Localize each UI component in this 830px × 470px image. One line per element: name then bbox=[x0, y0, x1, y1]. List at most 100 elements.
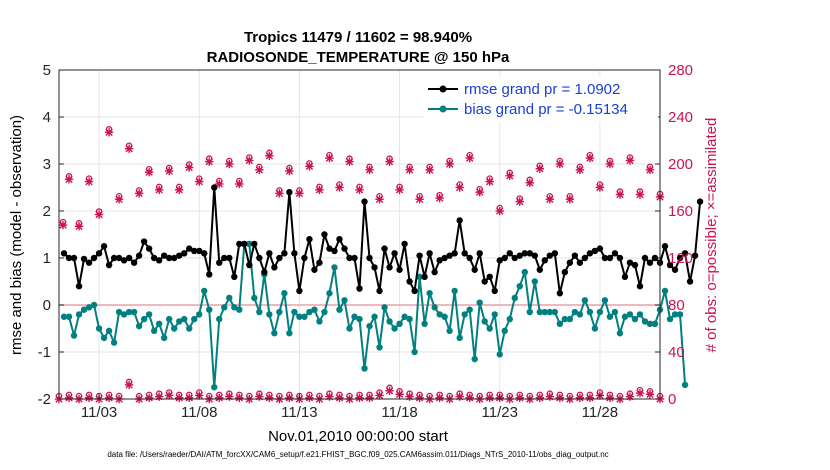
rmse-point bbox=[456, 217, 463, 224]
x-tick-label: 11/28 bbox=[582, 404, 618, 421]
legend-box bbox=[424, 77, 658, 122]
rmse-point bbox=[346, 254, 353, 262]
bias-point bbox=[666, 315, 674, 323]
rmse-point bbox=[231, 273, 238, 280]
obs-assimilated-marker bbox=[255, 392, 264, 401]
bias-point bbox=[326, 290, 333, 297]
bias-point bbox=[160, 334, 168, 342]
bias-point bbox=[636, 311, 644, 318]
x-tick-label: 11/13 bbox=[281, 404, 317, 421]
rmse-point bbox=[181, 250, 188, 257]
obs-assimilated-marker bbox=[164, 391, 174, 400]
bias-point bbox=[401, 313, 408, 320]
rmse-point bbox=[536, 266, 543, 273]
rmse-point bbox=[90, 254, 98, 262]
legend: rmse grand pr = 1.0902 bias grand pr = -… bbox=[424, 77, 658, 122]
rmse-point bbox=[140, 238, 148, 245]
y-tick-right-label: 240 bbox=[668, 109, 693, 126]
bias-point bbox=[170, 325, 178, 332]
y-tick-right-label: 80 bbox=[668, 297, 685, 314]
rmse-point bbox=[466, 254, 473, 262]
obs-assimilated-marker bbox=[235, 393, 244, 403]
rmse-point bbox=[331, 247, 338, 255]
y-tick-left-label: 0 bbox=[43, 297, 51, 314]
obs-assimilated-marker bbox=[425, 165, 434, 175]
bias-point bbox=[281, 290, 288, 297]
bias-point bbox=[386, 318, 393, 325]
bias-point bbox=[201, 287, 208, 295]
rmse-point bbox=[601, 254, 609, 262]
obs-assimilated-marker bbox=[185, 163, 194, 172]
rmse-point bbox=[551, 250, 559, 257]
obs-assimilated-marker bbox=[635, 190, 645, 199]
bias-point bbox=[110, 339, 118, 346]
obs-assimilated-marker bbox=[94, 210, 104, 219]
bias-point bbox=[100, 334, 108, 342]
bias-point bbox=[616, 330, 624, 337]
y-axis-label-right: # of obs: o=possible; ×=assimilated bbox=[703, 118, 720, 353]
rmse-point bbox=[196, 247, 203, 255]
grid bbox=[59, 69, 660, 400]
rmse-point bbox=[381, 245, 388, 252]
obs-assimilated-marker bbox=[215, 393, 224, 403]
rmse-point bbox=[641, 254, 649, 262]
obs-assimilated-marker bbox=[545, 195, 555, 204]
rmse-point bbox=[165, 254, 173, 262]
rmse-point bbox=[581, 254, 589, 262]
rmse-point bbox=[506, 250, 513, 257]
bias-point bbox=[216, 315, 223, 323]
obs-assimilated-marker bbox=[355, 185, 364, 195]
bias-point bbox=[516, 283, 523, 290]
bias-point bbox=[501, 327, 508, 335]
obs-assimilated-marker bbox=[375, 195, 384, 204]
rmse-point bbox=[216, 259, 223, 266]
obs-assimilated-marker bbox=[325, 392, 334, 401]
rmse-point bbox=[681, 250, 689, 257]
bias-point bbox=[251, 294, 258, 302]
plot-frame bbox=[58, 69, 661, 400]
rmse-point bbox=[696, 198, 704, 205]
obs-assimilated-marker bbox=[164, 166, 174, 176]
bias-point bbox=[391, 325, 398, 332]
y-tick-right-label: 40 bbox=[668, 344, 685, 361]
bias-point bbox=[271, 330, 278, 337]
obs-assimilated-marker bbox=[104, 128, 114, 137]
bias-point bbox=[140, 315, 148, 323]
obs-assimilated-marker bbox=[445, 159, 454, 169]
bias-point bbox=[75, 311, 83, 318]
bias-point bbox=[311, 306, 318, 313]
rmse-point bbox=[586, 250, 594, 257]
obs-assimilated-marker bbox=[435, 393, 444, 403]
rmse-point bbox=[100, 243, 108, 250]
obs-assimilated-marker bbox=[465, 153, 474, 163]
bias-point bbox=[626, 311, 634, 318]
bias-point bbox=[301, 313, 308, 320]
obs-assimilated-marker bbox=[405, 392, 414, 401]
rmse-point bbox=[461, 250, 468, 257]
rmse-point bbox=[236, 240, 243, 248]
bias-point bbox=[115, 308, 123, 316]
rmse-point bbox=[511, 254, 518, 262]
rmse-point bbox=[150, 254, 158, 262]
rmse-point bbox=[296, 287, 303, 295]
rmse-point bbox=[406, 278, 413, 285]
obs-assimilated-marker bbox=[84, 393, 94, 403]
rmse-point bbox=[446, 252, 453, 259]
rmse-point bbox=[431, 268, 438, 276]
rmse-point bbox=[691, 252, 699, 259]
rmse-point bbox=[666, 261, 674, 269]
bias-point bbox=[566, 315, 574, 323]
bias-point bbox=[256, 308, 263, 316]
rmse-point bbox=[361, 198, 368, 205]
bias-point bbox=[506, 315, 513, 323]
bias-point bbox=[541, 308, 549, 316]
rmse-point bbox=[441, 254, 448, 262]
rmse-point bbox=[571, 252, 579, 259]
bias-point bbox=[286, 330, 293, 337]
obs-assimilated-marker bbox=[475, 188, 484, 197]
obs-assimilated-marker bbox=[305, 162, 314, 171]
rmse-point bbox=[271, 264, 278, 271]
bias-point bbox=[396, 320, 403, 327]
obs-assimilated-marker bbox=[555, 159, 565, 169]
y-ticks-left: -2 -1 0 1 2 3 4 5 bbox=[38, 62, 64, 408]
